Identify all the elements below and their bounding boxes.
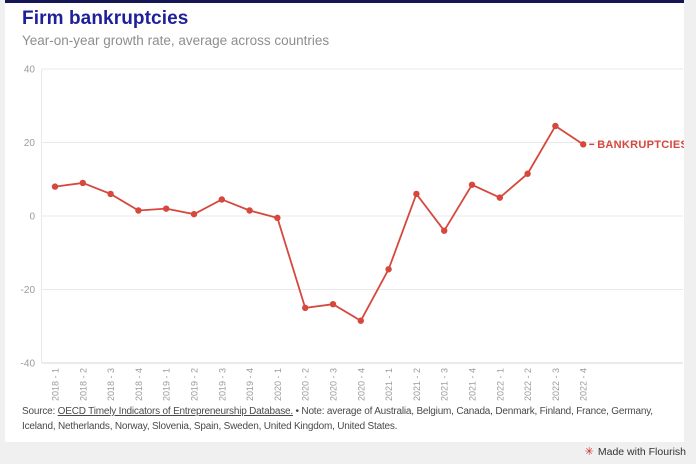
x-tick-label: 2022 - 2 [523,368,533,401]
source-label: Source: [22,406,56,417]
top-accent-bar [5,0,684,3]
x-tick-label: 2018 - 3 [106,368,116,401]
source-link[interactable]: OECD Timely Indicators of Entrepreneursh… [57,406,293,417]
x-tick-label: 2018 - 2 [78,368,88,401]
made-with-flourish[interactable]: ✳ Made with Flourish [585,446,686,458]
x-tick-label: 2018 - 1 [51,368,61,401]
x-tick-label: 2022 - 4 [579,368,589,401]
data-point [135,207,142,214]
data-point [357,317,364,324]
x-tick-label: 2019 - 2 [190,368,200,401]
data-point [190,210,198,218]
data-point [302,304,309,312]
flourish-burst-icon: ✳ [584,445,594,458]
chart-subtitle: Year-on-year growth rate, average across… [22,33,330,48]
data-point [107,190,114,198]
x-tick-label: 2021 - 1 [384,368,394,401]
chart-card: Firm bankruptcies Year-on-year growth ra… [5,0,688,442]
data-point [441,227,448,234]
source-note: Source: OECD Timely Indicators of Entrep… [22,405,678,434]
data-point [218,196,225,203]
data-point [580,141,587,148]
data-point [468,181,476,188]
x-tick-label: 2020 - 2 [301,368,311,401]
note-text: • Note: average of Australia, Belgium, C… [22,406,653,432]
series-label: BANKRUPTCIES [597,139,684,151]
data-point [385,266,392,273]
attribution-label: Made with Flourish [597,446,686,458]
x-tick-label: 2019 - 1 [162,368,172,401]
chart-title: Firm bankruptcies [22,8,189,29]
x-tick-label: 2020 - 3 [329,368,339,401]
x-tick-label: 2018 - 4 [134,368,144,401]
y-tick-label: 20 [24,138,36,149]
x-tick-label: 2019 - 4 [245,368,255,401]
data-point [329,301,337,308]
x-tick-label: 2021 - 4 [468,368,478,401]
x-tick-label: 2021 - 3 [440,368,450,401]
x-tick-label: 2019 - 3 [217,368,227,401]
x-tick-label: 2022 - 1 [495,368,505,401]
data-point [524,170,531,177]
x-tick-label: 2022 - 3 [551,368,561,401]
data-point [163,205,170,212]
data-point [246,207,253,214]
data-point [79,179,87,187]
data-point [552,122,559,130]
x-tick-label: 2021 - 2 [412,368,422,401]
bankruptcies-line-chart: 40 20 0 -20 -40 2018 - 1 2018 - 2 2018 - 3 2018 … [5,0,688,405]
line-chart-svg: 40 20 0 -20 -40 2018 - 1 2018 - 2 2018 - 3 2018 … [21,65,688,402]
data-point [413,190,420,198]
y-tick-label: 40 [24,65,36,76]
data-point [51,183,59,190]
data-point [274,214,281,222]
y-tick-label: -40 [21,359,36,370]
data-point [496,194,503,201]
bankruptcies-line [54,124,584,322]
y-tick-label: -20 [21,285,36,296]
y-tick-label: 0 [29,212,35,223]
x-tick-label: 2020 - 1 [273,368,283,401]
x-tick-label: 2020 - 4 [356,368,366,401]
